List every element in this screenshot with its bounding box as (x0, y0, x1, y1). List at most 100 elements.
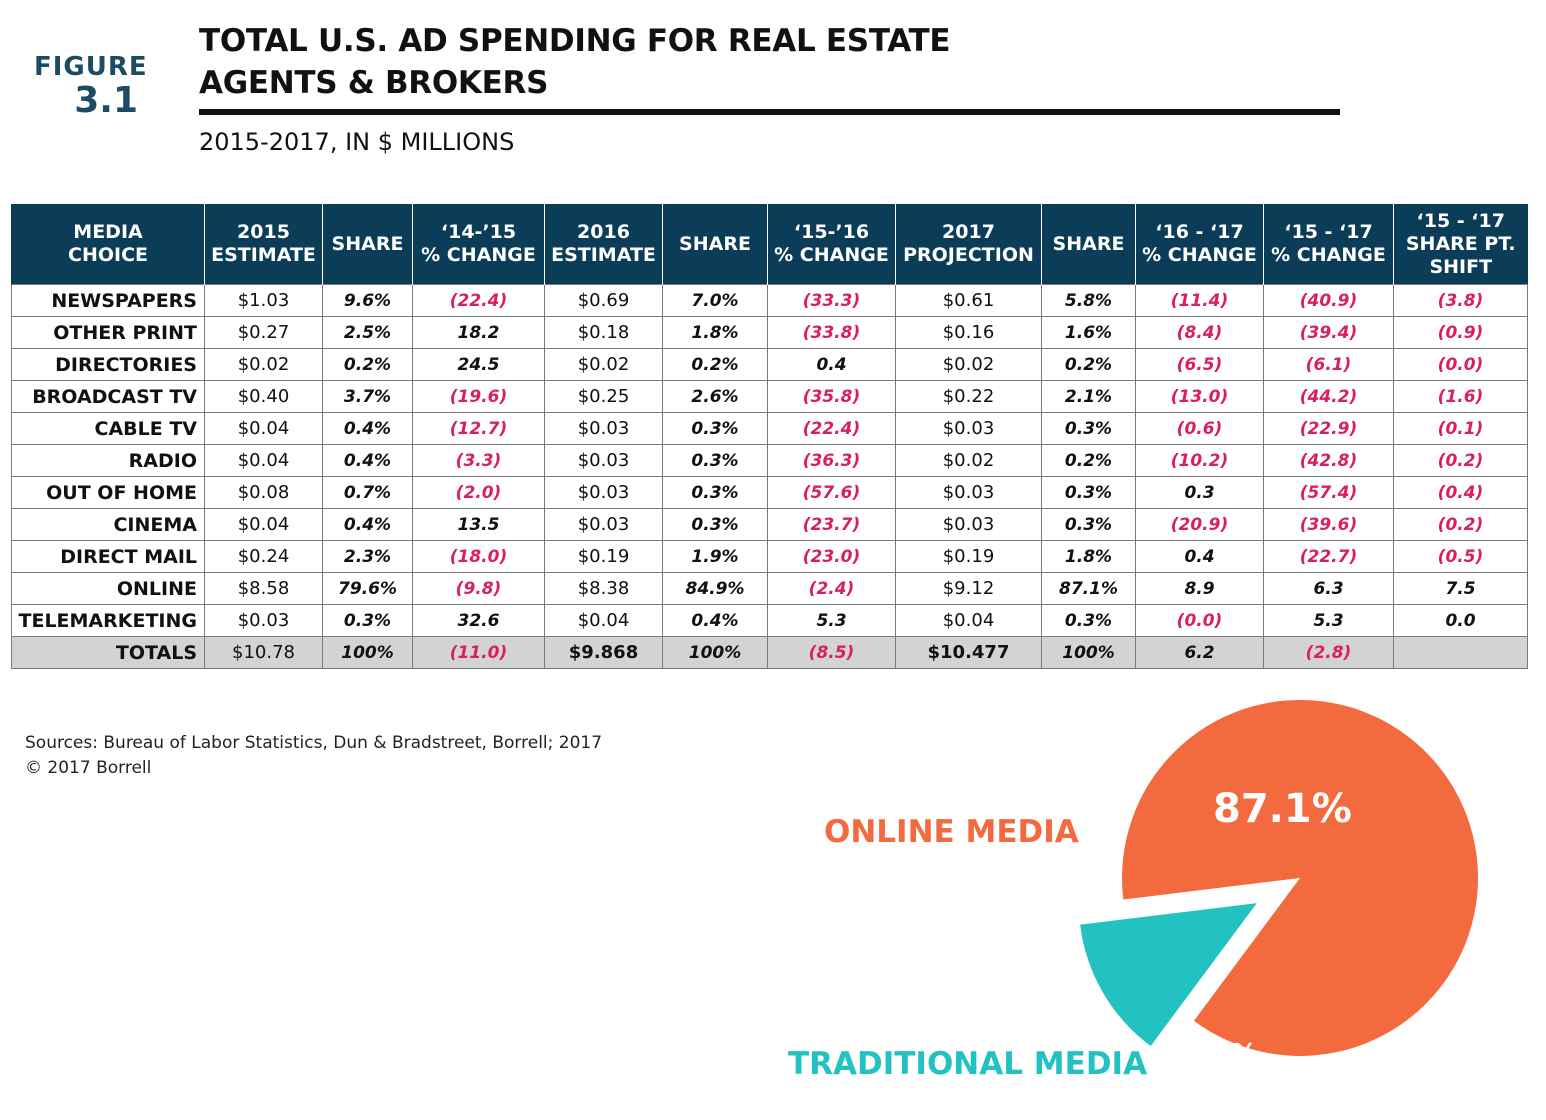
table-cell: (40.9) (1263, 284, 1394, 317)
table-cell: 0.2% (1041, 348, 1136, 381)
column-header-line: SHARE (1052, 232, 1125, 255)
table-cell: (1.6) (1393, 380, 1528, 413)
table-cell: (20.9) (1135, 508, 1264, 541)
table-cell: $0.08 (204, 476, 323, 509)
table-cell: $0.02 (544, 348, 663, 381)
table-row: DIRECT MAIL $0.24 2.3% (18.0) $0.19 1.9% (23.0… (11, 540, 1528, 573)
column-header: SHARE (322, 204, 413, 285)
table-cell: $0.04 (204, 508, 323, 541)
table-cell: 0.0 (1393, 604, 1528, 637)
column-header-line: ‘14-’15 (440, 221, 517, 243)
copyright-line: © 2017 Borrell (25, 758, 152, 778)
table-cell: (11.4) (1135, 284, 1264, 317)
table-cell: 24.5 (412, 348, 545, 381)
media-choice-cell: OTHER PRINT (11, 316, 205, 349)
table-cell: 7.0% (662, 284, 768, 317)
column-header: 2015 ESTIMATE (204, 204, 323, 285)
table-cell: (0.2) (1393, 508, 1528, 541)
title-line-1: TOTAL U.S. AD SPENDING FOR REAL ESTATE (199, 23, 951, 59)
media-choice-cell: DIRECT MAIL (11, 540, 205, 573)
table-cell: 0.4 (1135, 540, 1264, 573)
table-cell: (0.2) (1393, 444, 1528, 477)
table-cell: $10.78 (204, 636, 323, 669)
table-cell: $9.868 (544, 636, 663, 669)
table-cell: 79.6% (322, 572, 413, 605)
column-header-line: ‘15 - ‘17 (1416, 209, 1505, 232)
column-header-line: ‘15-’16 (793, 221, 870, 243)
table-cell: $0.25 (544, 380, 663, 413)
figure-number: 3.1 (74, 80, 138, 121)
table-row: TELEMARKETING $0.03 0.3% 32.6 $0.04 0.4% 5.3 $0… (11, 604, 1528, 637)
table-cell: (9.8) (412, 572, 545, 605)
table-cell: $0.03 (544, 476, 663, 509)
column-header: ‘14-’15% CHANGE (412, 204, 545, 285)
column-header-line: % CHANGE (421, 244, 536, 266)
column-header-line: PROJECTION (903, 244, 1034, 266)
title-divider (199, 109, 1340, 115)
table-cell: 0.3 (1135, 476, 1264, 509)
table-row: DIRECTORIES $0.02 0.2% 24.5 $0.02 0.2% 0.4 $0.0… (11, 348, 1528, 381)
table-cell: 6.2 (1135, 636, 1264, 669)
table-cell: (6.1) (1263, 348, 1394, 381)
table-cell: (0.9) (1393, 316, 1528, 349)
table-cell: (33.3) (767, 284, 896, 317)
table-cell: 2.6% (662, 380, 768, 413)
table-cell: (18.0) (412, 540, 545, 573)
table-cell: $0.03 (544, 412, 663, 445)
chart-title: TOTAL U.S. AD SPENDING FOR REAL ESTATE A… (199, 20, 1199, 104)
table-cell: 3.7% (322, 380, 413, 413)
column-header-line: 2016 (577, 221, 630, 243)
table-cell: (10.2) (1135, 444, 1264, 477)
table-row: ONLINE $8.58 79.6% (9.8) $8.38 84.9% (2.4) $9.1… (11, 572, 1528, 605)
column-header-line: ESTIMATE (551, 244, 656, 266)
table-cell: 2.3% (322, 540, 413, 573)
table-cell: (8.5) (767, 636, 896, 669)
table-cell: $0.02 (204, 348, 323, 381)
online-media-slice (1122, 699, 1479, 1056)
media-choice-cell: TOTALS (11, 636, 205, 669)
table-cell: 0.3% (662, 476, 768, 509)
table-cell: 2.5% (322, 316, 413, 349)
table-cell: $0.04 (544, 604, 663, 637)
table-cell: 6.3 (1263, 572, 1394, 605)
column-header-line: ‘15 - ‘17 (1284, 221, 1373, 243)
table-cell: (22.9) (1263, 412, 1394, 445)
table-cell: (8.4) (1135, 316, 1264, 349)
table-cell: (22.4) (412, 284, 545, 317)
traditional-media-slice (1080, 903, 1257, 1046)
table-cell: 0.3% (1041, 508, 1136, 541)
media-choice-cell: BROADCAST TV (11, 380, 205, 413)
column-header-line: MEDIA (73, 221, 143, 243)
table-cell: 0.4 (767, 348, 896, 381)
table-cell: 0.4% (322, 508, 413, 541)
chart-subtitle: 2015-2017, IN $ MILLIONS (199, 128, 515, 156)
table-cell: (42.8) (1263, 444, 1394, 477)
table-cell: 1.8% (662, 316, 768, 349)
traditional-media-percent: 12.9% (1161, 1037, 1259, 1070)
table-row: RADIO $0.04 0.4% (3.3) $0.03 0.3% (36.3) $0.02 0… (11, 444, 1528, 477)
table-cell: $0.02 (895, 444, 1042, 477)
ad-spending-table: MEDIA CHOICE 2015 ESTIMATE SHARE ‘14-’15% CHA… (11, 204, 1528, 669)
table-cell: (12.7) (412, 412, 545, 445)
table-cell: $0.24 (204, 540, 323, 573)
table-row: OTHER PRINT $0.27 2.5% 18.2 $0.18 1.8% (33.8) $… (11, 316, 1528, 349)
online-media-percent: 87.1% (1213, 786, 1352, 832)
table-cell: (2.8) (1263, 636, 1394, 669)
table-cell: 87.1% (1041, 572, 1136, 605)
media-choice-cell: OUT OF HOME (11, 476, 205, 509)
column-header-line: SHARE PT. (1405, 232, 1516, 255)
column-header-line: SHARE (679, 232, 751, 255)
sources-line: Sources: Bureau of Labor Statistics, Dun… (25, 733, 603, 753)
table-cell: 0.3% (322, 604, 413, 637)
table-row: OUT OF HOME $0.08 0.7% (2.0) $0.03 0.3% (57.6)… (11, 476, 1528, 509)
column-header: 2016 ESTIMATE (544, 204, 663, 285)
table-cell: (19.6) (412, 380, 545, 413)
column-header: SHARE (662, 204, 768, 285)
column-header: MEDIA CHOICE (11, 204, 205, 285)
column-header: SHARE (1041, 204, 1136, 285)
table-header-row: MEDIA CHOICE 2015 ESTIMATE SHARE ‘14-’15% CHA… (11, 204, 1528, 285)
table-cell: $8.58 (204, 572, 323, 605)
table-cell: $10.477 (895, 636, 1042, 669)
media-choice-cell: RADIO (11, 444, 205, 477)
column-header-line: ‘16 - ‘17 (1155, 221, 1244, 243)
